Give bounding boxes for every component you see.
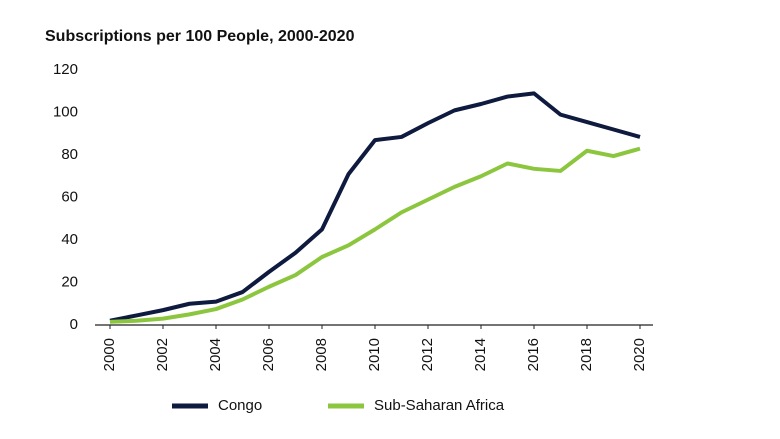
x-tick-label: 2000 <box>101 338 118 371</box>
x-tick-label: 2012 <box>419 338 436 371</box>
legend-label: Sub-Saharan Africa <box>374 397 505 414</box>
y-tick-label: 40 <box>61 231 78 248</box>
y-tick-label: 100 <box>53 103 78 120</box>
x-tick-label: 2018 <box>578 338 595 371</box>
y-tick-label: 120 <box>53 61 78 78</box>
x-tick-label: 2010 <box>366 338 383 371</box>
x-tick-label: 2016 <box>525 338 542 371</box>
x-tick-label: 2006 <box>260 338 277 371</box>
x-tick-label: 2008 <box>313 338 330 371</box>
y-tick-label: 0 <box>70 316 78 333</box>
chart-title: Subscriptions per 100 People, 2000-2020 <box>45 28 355 45</box>
y-tick-label: 80 <box>61 146 78 163</box>
x-tick-label: 2014 <box>472 338 489 371</box>
x-tick-label: 2020 <box>631 338 648 371</box>
series-line <box>109 91 641 323</box>
series-line <box>109 146 641 324</box>
x-tick-label: 2004 <box>207 338 224 371</box>
x-tick-label: 2002 <box>154 338 171 371</box>
legend-label: Congo <box>218 397 262 414</box>
y-tick-label: 20 <box>61 273 78 290</box>
y-tick-label: 60 <box>61 188 78 205</box>
